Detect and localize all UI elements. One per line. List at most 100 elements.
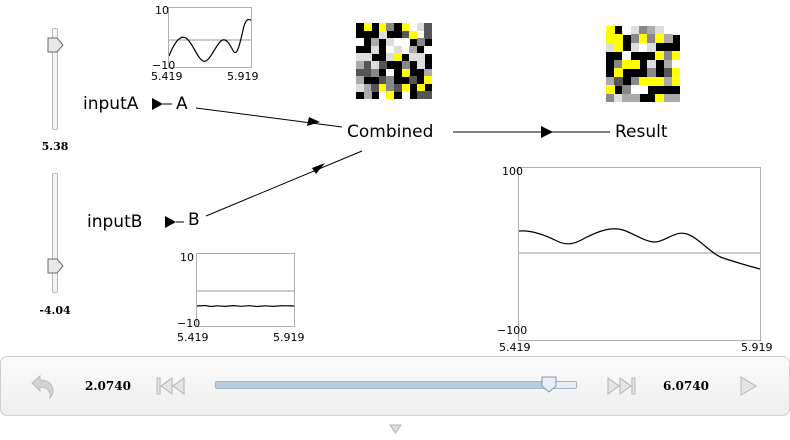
spike-cell [401, 38, 410, 47]
plot-result-xmax: 5.919 [741, 341, 773, 354]
spike-cell [622, 85, 632, 95]
spike-cell [663, 59, 673, 69]
spike-cell [401, 91, 410, 99]
spike-cell [630, 42, 640, 52]
collapse-toggle-icon[interactable] [389, 424, 402, 434]
plot-b-xmax: 5.919 [273, 331, 305, 344]
spike-cell [663, 26, 673, 35]
node-result[interactable]: Result [615, 122, 668, 142]
plot-line [169, 18, 251, 62]
spike-cell [655, 26, 665, 35]
spike-cell [386, 83, 395, 92]
arrow-a-combined [195, 107, 343, 128]
spike-cell [614, 76, 624, 86]
spike-cell [401, 30, 410, 39]
spike-cell [655, 51, 665, 61]
spike-cell [371, 45, 380, 54]
spike-cell [638, 34, 648, 44]
spike-cell [394, 83, 402, 92]
spike-cell [630, 34, 640, 44]
node-combined[interactable]: Combined [347, 122, 434, 142]
spike-cell [416, 83, 425, 92]
spike-cell [409, 45, 418, 54]
spike-raster-combined [356, 23, 432, 99]
node-input-a[interactable]: inputA [83, 94, 139, 114]
arrow-inputb-b [165, 216, 176, 228]
spike-cell [394, 45, 402, 54]
spike-cell [386, 91, 395, 99]
spike-cell [671, 51, 680, 61]
plot-result-ymin: −100 [497, 324, 528, 337]
spike-cell [638, 42, 648, 52]
spike-cell [371, 68, 380, 77]
spike-cell [416, 23, 425, 31]
spike-cell [606, 93, 615, 102]
spike-cell [386, 76, 395, 85]
slider-thumb[interactable] [47, 37, 64, 53]
spike-cell [386, 68, 395, 77]
spike-cell [630, 59, 640, 69]
spike-cell [363, 61, 372, 69]
time-slider[interactable] [215, 376, 577, 393]
spike-raster-result [606, 26, 680, 102]
spike-cell [614, 68, 624, 78]
slider-track[interactable] [52, 173, 58, 293]
spike-cell [647, 26, 657, 35]
node-b[interactable]: B [188, 210, 200, 230]
spike-cell [622, 59, 632, 69]
spike-cell [606, 85, 615, 95]
undo-icon[interactable] [28, 373, 56, 399]
spike-cell [630, 85, 640, 95]
node-input-b[interactable]: inputB [87, 212, 143, 232]
spike-cell [409, 53, 418, 62]
slider-track[interactable] [52, 28, 58, 130]
spike-cell [386, 23, 395, 31]
spike-cell [386, 38, 395, 47]
spike-cell [671, 93, 680, 102]
spike-cell [378, 23, 387, 31]
spike-cell [356, 83, 364, 92]
spike-cell [622, 93, 632, 102]
spike-cell [401, 68, 410, 77]
end-time: 6.0740 [663, 379, 709, 393]
spike-cell [409, 76, 418, 85]
spike-cell [606, 34, 615, 44]
spike-cell [416, 91, 425, 99]
slider-thumb[interactable] [47, 258, 64, 274]
plot-line [197, 290, 294, 308]
spike-cell [647, 59, 657, 69]
spike-cell [606, 26, 615, 35]
spike-cell [378, 61, 387, 69]
spike-cell [655, 93, 665, 102]
slider-value: 5.38 [41, 140, 69, 153]
spike-cell [630, 76, 640, 86]
spike-cell [363, 53, 372, 62]
node-a[interactable]: A [176, 94, 188, 114]
slider-value: -4.04 [39, 304, 71, 317]
spike-cell [671, 26, 680, 35]
spike-cell [622, 51, 632, 61]
spike-cell [363, 91, 372, 99]
spike-cell [663, 51, 673, 61]
spike-cell [630, 26, 640, 35]
spike-cell [614, 42, 624, 52]
spike-cell [401, 83, 410, 92]
spike-cell [647, 42, 657, 52]
plot-b-xmin: 5.419 [177, 331, 209, 344]
spike-cell [655, 76, 665, 86]
skip-to-start-icon[interactable] [155, 376, 187, 396]
spike-cell [416, 38, 425, 47]
spike-cell [424, 45, 432, 54]
spike-cell [614, 93, 624, 102]
spike-cell [416, 53, 425, 62]
spike-cell [622, 26, 632, 35]
spike-cell [401, 61, 410, 69]
spike-cell [638, 26, 648, 35]
plot-b-ymin: −10 [177, 317, 201, 330]
time-slider-thumb[interactable] [541, 376, 557, 393]
skip-to-end-icon[interactable] [605, 376, 637, 396]
arrow-b-combined [205, 150, 363, 217]
plot-frame [196, 253, 295, 327]
spike-cell [663, 76, 673, 86]
play-icon[interactable] [738, 375, 758, 397]
